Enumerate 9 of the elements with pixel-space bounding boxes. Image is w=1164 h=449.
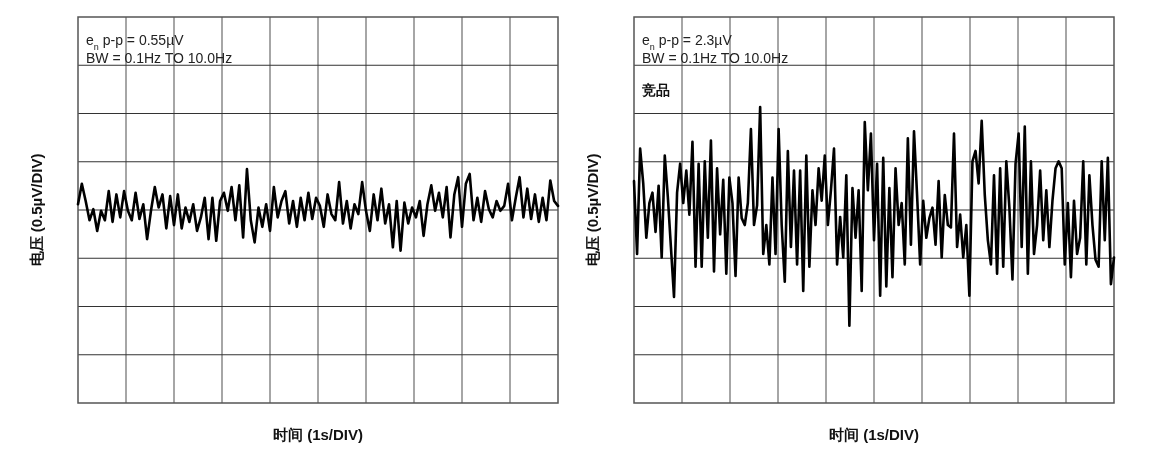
x-axis-title: 时间 (1s/DIV): [272, 426, 364, 443]
text: e$_{n}$ p-p = 0.55µV: [86, 32, 185, 52]
text: 竞品: [641, 82, 670, 98]
y-axis-title: 电压 (0.5µV/DIV): [584, 153, 601, 267]
text: BW = 0.1Hz TO 10.0Hz: [86, 50, 233, 66]
text: BW = 0.1Hz TO 10.0Hz: [642, 50, 789, 66]
y-axis-title: 电压 (0.5µV/DIV): [28, 153, 45, 267]
text: e$_{n}$ p-p = 2.3µV: [642, 32, 733, 52]
x-axis-title: 时间 (1s/DIV): [828, 426, 920, 443]
